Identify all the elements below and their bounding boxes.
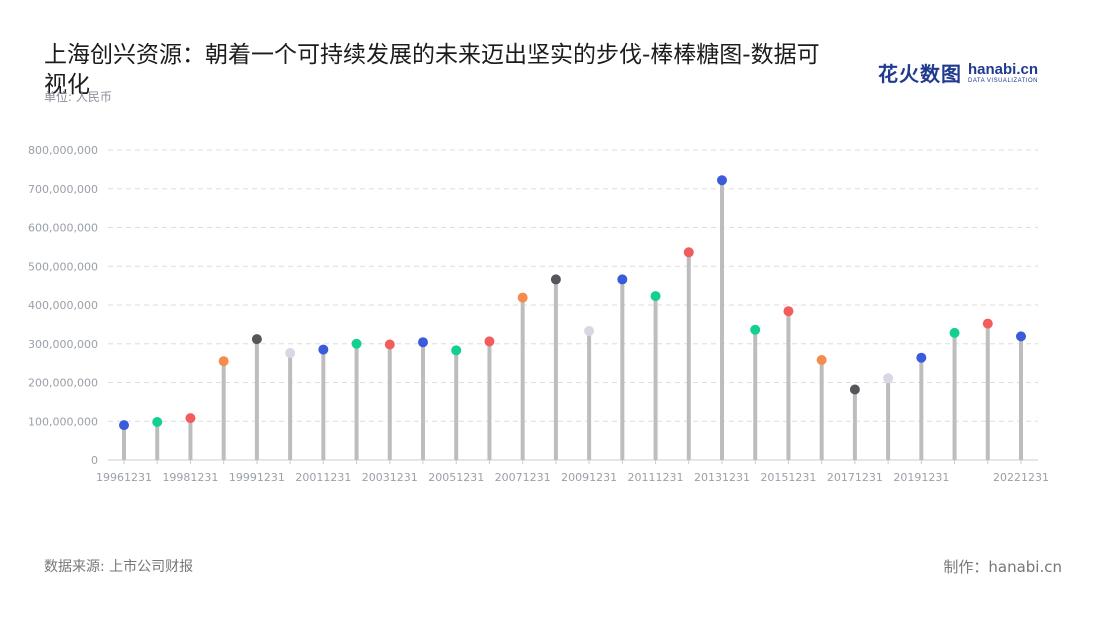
unit-label: 单位: 人民币 [44,90,112,104]
lollipop-dot [717,175,727,186]
lollipop-dot [418,337,428,348]
x-tick-label: 20131231 [694,471,750,484]
lollipop-dot [484,336,495,347]
lollipop-dot [285,348,296,359]
chart-title: 上海创兴资源：朝着一个可持续发展的未来迈出坚实的步伐-棒棒糖图-数据可视化 [44,42,820,98]
lollipop-dot [251,334,262,345]
y-tick-label: 300,000,000 [28,338,98,351]
x-tick-label: 20091231 [561,471,617,484]
lollipop-dot [816,355,827,366]
brand-logo: 花火数图 hanabi.cn DATA VISUALIZATION [878,58,1038,87]
logo-en-block: hanabi.cn DATA VISUALIZATION [968,62,1038,84]
y-tick-label: 200,000,000 [28,377,98,390]
x-tick-label: 20171231 [827,471,883,484]
x-tick-label: 20111231 [628,471,684,484]
x-tick-label: 20031231 [362,471,418,484]
x-tick-label: 20151231 [760,471,816,484]
y-tick-label: 700,000,000 [28,183,98,196]
y-tick-label: 800,000,000 [28,144,98,157]
lollipop-dot [750,324,761,335]
lollipop-dot [783,306,794,317]
x-tick-label: 20051231 [428,471,484,484]
logo-en-text: hanabi.cn [967,60,1038,78]
lollipop-dot [683,247,694,258]
lollipop-dot [550,274,561,285]
lollipop-dot [384,339,395,350]
lollipop-dot [451,345,462,356]
lollipop-dot [517,292,528,303]
x-tick-label: 20071231 [495,471,551,484]
lollipop-dot [318,344,329,355]
data-source: 数据来源: 上市公司财报 [44,559,194,575]
lollipop-dot [152,417,163,428]
lollipop-dot [185,413,196,424]
lollipop-dot [916,352,927,363]
lollipop-dot [883,373,894,384]
lollipop-dot [849,384,860,395]
x-tick-label: 19961231 [96,471,152,484]
x-tick-label: 20011231 [295,471,351,484]
lollipop-dot [218,356,229,367]
y-tick-label: 0 [91,454,98,467]
lollipop-dot [1016,331,1026,342]
y-tick-label: 100,000,000 [28,415,98,428]
lollipop-dot [351,338,362,349]
lollipop-dot [119,420,129,431]
credit-text: 制作：hanabi.cn [943,558,1062,576]
logo-cn-text: 花火数图 [877,62,962,86]
x-tick-label: 19991231 [229,471,285,484]
x-tick-label: 20191231 [893,471,949,484]
logo-sub-text: DATA VISUALIZATION [967,77,1038,84]
lollipop-dot [949,327,960,338]
lollipop-dot [617,274,628,285]
lollipop-dot [650,291,661,302]
lollipop-dot [982,318,993,329]
y-tick-label: 600,000,000 [28,222,98,235]
y-tick-label: 400,000,000 [28,299,98,312]
x-tick-label: 19981231 [162,471,218,484]
lollipop-dot [584,325,595,336]
y-tick-label: 500,000,000 [28,260,98,273]
x-tick-label: 20221231 [993,471,1049,484]
